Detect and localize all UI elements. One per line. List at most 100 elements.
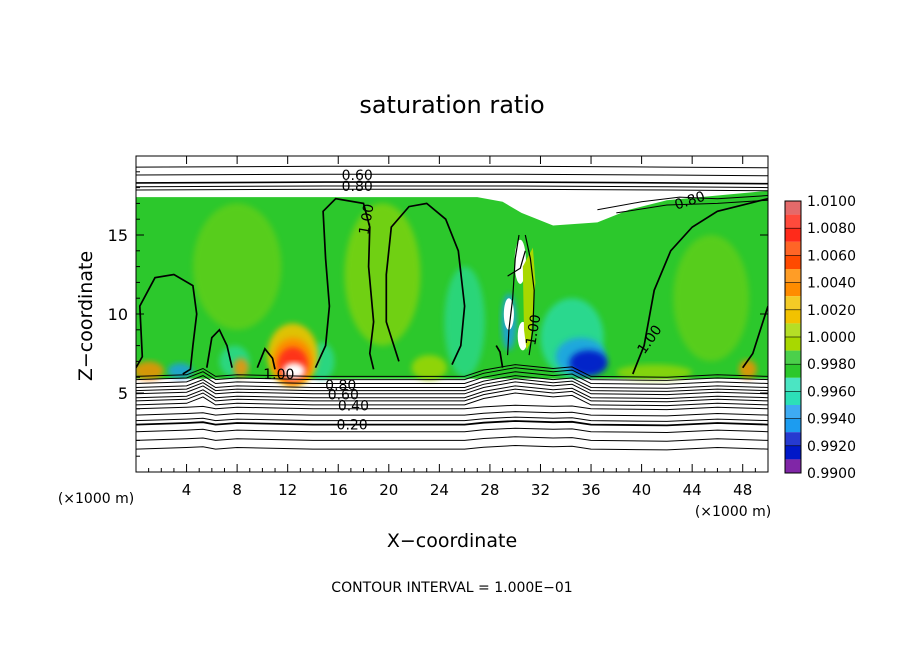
field-blob [233, 358, 249, 378]
x-tick-label: 20 [379, 481, 398, 499]
contour-lines [136, 165, 768, 451]
contour-line [136, 173, 768, 177]
x-tick-label: 12 [278, 481, 297, 499]
field-blob [569, 350, 608, 376]
contour-line [136, 444, 768, 451]
contour-line [136, 404, 768, 411]
field-blob [192, 203, 282, 330]
colorbar-swatch [785, 296, 801, 310]
colorbar-label: 1.0100 [807, 194, 856, 210]
contour-line [136, 388, 768, 403]
contour-line [495, 345, 504, 368]
x-tick-label: 4 [182, 481, 192, 499]
contour-line [507, 250, 526, 277]
colorbar-label: 0.9900 [807, 466, 856, 482]
y-tick-label: 5 [118, 384, 128, 403]
contour-line [136, 385, 768, 400]
x-tick-label: 24 [430, 481, 449, 499]
colorbar-label: 0.9920 [807, 439, 856, 455]
colorbar-swatch [785, 405, 801, 419]
contour-label: 0.40 [338, 399, 369, 415]
field-blob [444, 266, 485, 378]
colorbar-swatch [785, 459, 801, 473]
contour-line [136, 185, 768, 189]
colorbar-label: 1.0020 [807, 303, 856, 319]
colorbar-swatch [785, 445, 801, 460]
contour-label: 0.60 [342, 168, 373, 184]
colorbar-swatch [785, 241, 801, 256]
contour-line [385, 202, 466, 365]
colorbar-label: 1.0000 [807, 330, 856, 346]
colorbar-swatch [785, 228, 801, 242]
contour-line [136, 375, 768, 389]
colorbar-label: 0.9940 [807, 412, 856, 428]
contour-line [136, 181, 768, 185]
contour-line [136, 367, 768, 381]
contour-label: 0.80 [325, 378, 356, 394]
contour-line [136, 427, 768, 434]
saturation-field [136, 190, 768, 387]
colorbar-swatch [785, 201, 801, 215]
y-tick-label: 10 [108, 305, 128, 324]
contour-label: 0.80 [342, 179, 373, 195]
x-unit-label: (×1000 m) [695, 504, 771, 520]
contour-line [136, 381, 768, 396]
contour-line [136, 378, 768, 392]
colorbar-swatch [785, 214, 801, 229]
contour-line [507, 234, 520, 356]
x-tick-label: 28 [480, 481, 499, 499]
colorbar-label: 0.9980 [807, 357, 856, 373]
contour-label: 1.00 [356, 203, 377, 236]
x-tick-label: 16 [329, 481, 348, 499]
contour-line [136, 273, 198, 375]
contour-line [205, 328, 233, 368]
colorbar-label: 1.0060 [807, 248, 856, 264]
y-unit-label: (×1000 m) [58, 491, 134, 507]
field-blob [616, 364, 693, 381]
colorbar-swatch [785, 391, 801, 405]
field-blob [738, 359, 757, 379]
contour-label: 1.00 [523, 313, 544, 346]
x-tick-label: 40 [632, 481, 651, 499]
contour-label: 0.60 [328, 388, 359, 404]
contour-line [632, 197, 768, 375]
chart-title: saturation ratio [359, 91, 544, 119]
colorbar-swatch [785, 432, 801, 446]
contour-line [136, 411, 768, 417]
colorbar-swatch [785, 269, 801, 283]
x-tick-label: 32 [531, 481, 550, 499]
contour-line [136, 188, 768, 192]
colorbar-swatch [785, 377, 801, 392]
y-axis-label: Z−coordinate [75, 251, 97, 381]
y-tick-label: 15 [108, 226, 128, 245]
x-tick-label: 44 [683, 481, 702, 499]
contour-line [136, 364, 768, 378]
contour-line [136, 392, 768, 407]
contour-line [597, 195, 768, 211]
field-blob [673, 235, 750, 362]
colorbar-swatch [785, 323, 801, 337]
contour-line [136, 371, 768, 385]
contour-line [136, 436, 768, 442]
colorbar-label: 1.0040 [807, 276, 856, 292]
contour-line [524, 234, 535, 356]
field-blob [411, 355, 447, 381]
contour-labels: 0.600.800.801.001.00 1.001.000.800.600.40… [263, 168, 707, 434]
contour-line [314, 197, 375, 370]
contour-interval-note: CONTOUR INTERVAL = 1.000E−01 [331, 580, 572, 596]
x-axis-label: X−coordinate [387, 530, 517, 552]
field-core [283, 362, 305, 379]
contour-line [616, 199, 768, 214]
contour-line [136, 165, 768, 169]
contour-line [256, 347, 276, 370]
contour-label: 1.00 [263, 367, 294, 383]
colorbar-swatch [785, 309, 801, 324]
colorbar: 1.0100 1.0080 1.0060 1.0040 1.0020 1.0000 0.99… [784, 194, 856, 482]
field-blob [344, 203, 421, 346]
colorbar-swatch [785, 337, 801, 351]
colorbar-swatch [785, 350, 801, 365]
colorbar-swatch [785, 364, 801, 378]
x-tick-label: 8 [232, 481, 242, 499]
